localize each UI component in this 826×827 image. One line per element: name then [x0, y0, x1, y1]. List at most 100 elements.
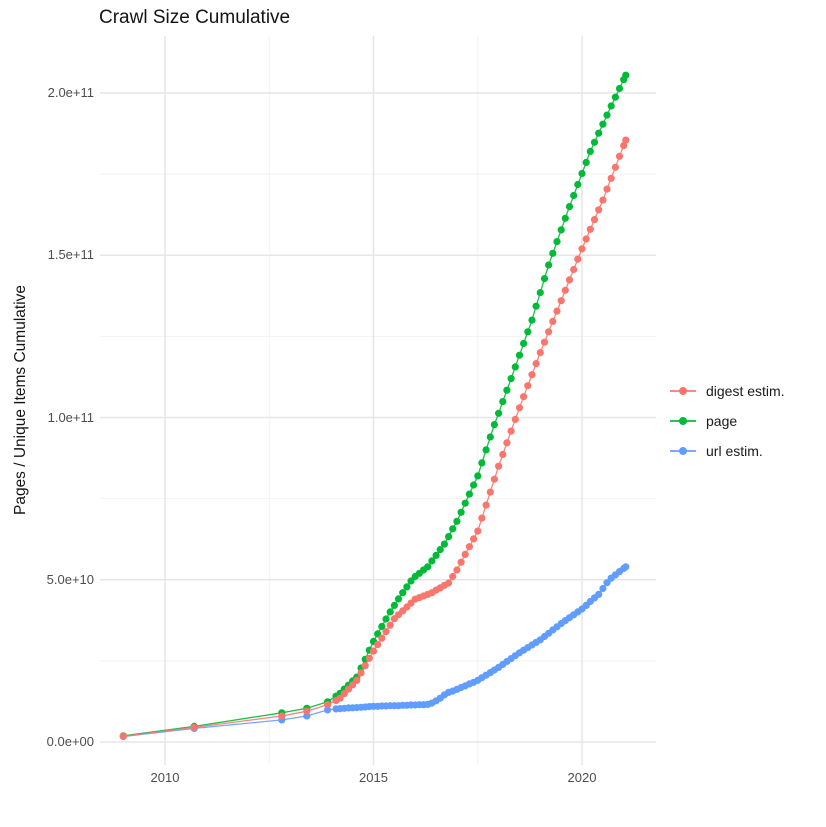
data-point-urlestim	[599, 584, 607, 593]
data-point-digestestim	[582, 235, 590, 243]
data-point-page	[424, 563, 432, 571]
data-point-digestestim	[524, 382, 532, 390]
data-point-page	[470, 481, 478, 489]
data-point-digestestim	[520, 393, 528, 401]
data-point-digestestim	[620, 142, 628, 150]
data-point-digestestim	[349, 681, 357, 689]
data-point-digestestim	[557, 297, 565, 305]
data-point-digestestim	[478, 514, 486, 522]
data-point-page	[436, 546, 444, 554]
data-point-page	[394, 595, 403, 603]
series-line-digestestim	[123, 139, 627, 737]
data-point-page	[461, 499, 469, 507]
data-point-page	[407, 577, 415, 585]
data-point-digestestim	[190, 723, 198, 732]
x-tick-label: 2015	[359, 770, 388, 785]
data-point-page	[532, 302, 540, 310]
data-point-page	[440, 540, 448, 548]
data-point-page	[611, 93, 620, 101]
data-point-page	[603, 111, 611, 119]
data-point-page	[449, 525, 457, 533]
data-point-page	[520, 339, 528, 348]
data-point-digestestim	[595, 206, 603, 214]
series-line-page	[123, 74, 627, 737]
data-point-page	[490, 421, 498, 429]
data-point-page	[557, 226, 565, 234]
data-point-digestestim	[369, 647, 378, 655]
y-tick-label: 1.5e+11	[47, 247, 94, 263]
data-point-page	[578, 169, 586, 178]
y-axis-title: Pages / Unique Items Cumulative	[12, 284, 29, 516]
legend-label: digest estim.	[706, 383, 785, 399]
data-point-digestestim	[303, 707, 311, 715]
data-point-digestestim	[340, 690, 348, 698]
data-point-digestestim	[353, 676, 361, 684]
legend: digest estim. page url estim.	[670, 376, 785, 466]
data-point-digestestim	[457, 558, 465, 566]
data-point-page	[390, 601, 398, 610]
data-point-digestestim	[540, 338, 549, 346]
data-point-page	[586, 147, 594, 155]
data-point-page	[615, 84, 624, 93]
data-point-digestestim	[470, 535, 478, 543]
data-point-digestestim	[361, 662, 369, 670]
data-point-digestestim	[374, 641, 382, 649]
data-point-digestestim	[486, 488, 494, 496]
data-point-digestestim	[378, 634, 386, 642]
legend-key-dot	[679, 447, 687, 455]
data-point-digestestim	[445, 579, 453, 587]
data-point-digestestim	[365, 654, 373, 662]
data-point-page	[465, 490, 473, 498]
data-point-digestestim	[119, 732, 127, 740]
data-point-page	[378, 622, 386, 631]
data-point-digestestim	[386, 621, 394, 629]
legend-key-icon	[670, 383, 696, 399]
data-point-page	[428, 557, 436, 565]
y-tick-label: 0.0e+00	[46, 734, 94, 749]
legend-item: url estim.	[670, 436, 785, 466]
legend-label: page	[706, 413, 738, 429]
data-point-digestestim	[561, 286, 569, 294]
data-point-page	[561, 214, 569, 222]
data-point-page	[495, 409, 503, 417]
data-point-digestestim	[578, 245, 586, 253]
data-point-digestestim	[528, 371, 536, 379]
data-point-digestestim	[474, 527, 482, 535]
data-point-digestestim	[453, 566, 461, 574]
data-point-digestestim	[570, 265, 578, 274]
data-point-digestestim	[278, 712, 286, 720]
legend-key-dot	[679, 417, 687, 425]
data-point-page	[453, 517, 461, 525]
data-point-digestestim	[603, 185, 611, 193]
data-point-page	[574, 180, 582, 189]
data-point-urlestim	[324, 706, 332, 714]
data-point-page	[399, 589, 407, 597]
data-point-digestestim	[482, 501, 490, 509]
data-point-page	[499, 398, 507, 406]
data-point-digestestim	[503, 439, 511, 447]
data-point-page	[482, 446, 490, 454]
data-point-digestestim	[565, 276, 574, 284]
legend-key-dot	[679, 387, 687, 395]
data-point-digestestim	[611, 163, 620, 171]
data-point-digestestim	[599, 196, 607, 204]
data-point-digestestim	[553, 307, 561, 315]
data-point-digestestim	[324, 701, 332, 709]
data-point-digestestim	[511, 415, 519, 423]
data-point-digestestim	[336, 694, 344, 702]
data-point-urlestim	[603, 579, 611, 587]
data-point-digestestim	[622, 136, 630, 144]
data-point-page	[570, 191, 578, 200]
y-tick-label: 5.0e+10	[46, 571, 94, 587]
data-point-digestestim	[490, 475, 498, 483]
data-point-urlestim	[622, 563, 630, 571]
legend-item: page	[670, 406, 785, 436]
data-point-page	[478, 459, 486, 467]
data-point-digestestim	[590, 216, 599, 224]
y-tick-label: 2.0e+11	[47, 85, 94, 100]
data-point-digestestim	[536, 349, 544, 357]
legend-label: url estim.	[706, 443, 763, 459]
data-point-digestestim	[574, 255, 582, 263]
data-point-page	[457, 508, 465, 516]
data-point-page	[386, 608, 394, 616]
